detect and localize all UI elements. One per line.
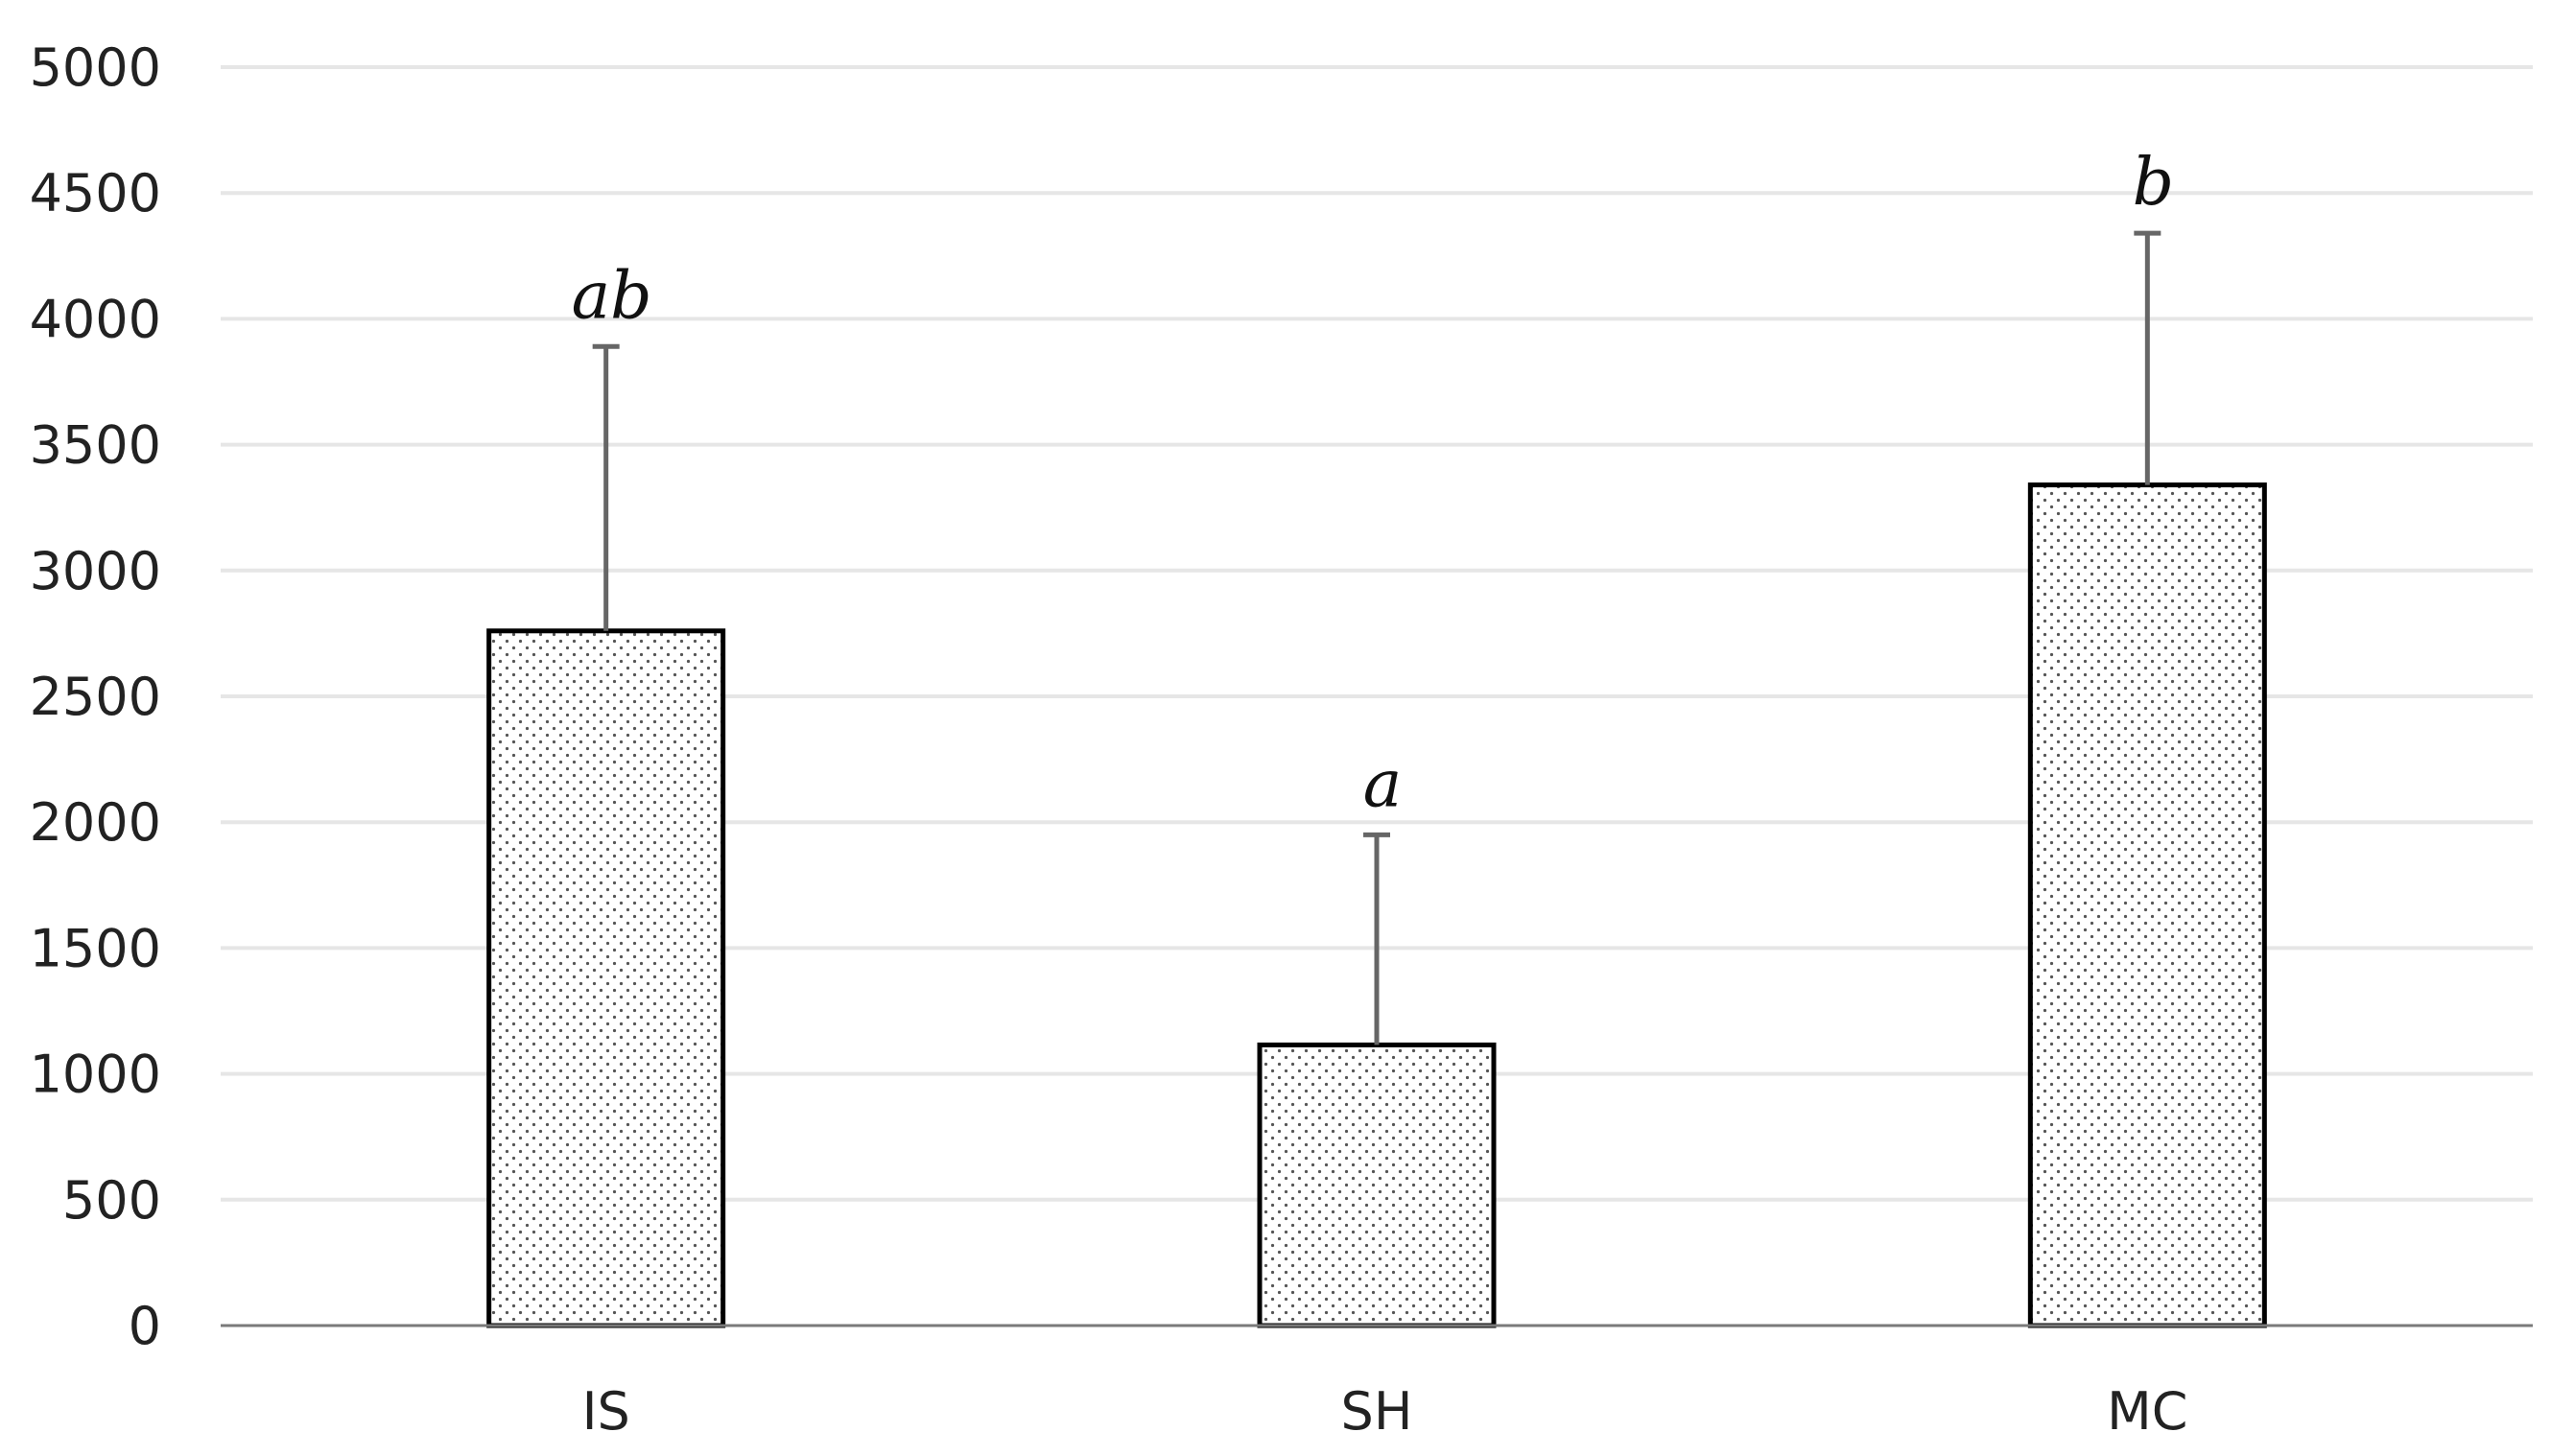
bar-sh [1257, 1042, 1497, 1328]
significance-label-is: ab [572, 258, 652, 334]
y-tick-label: 4000 [30, 289, 161, 349]
error-bars [592, 230, 2161, 1045]
y-tick-label: 2000 [30, 792, 161, 853]
x-tick-label-is: IS [582, 1381, 630, 1442]
y-tick-label: 1500 [30, 918, 161, 978]
y-tick-label: 2500 [30, 667, 161, 727]
y-tick-label: 500 [62, 1170, 161, 1231]
y-tick-label: 3000 [30, 541, 161, 601]
y-tick-label: 5000 [30, 37, 161, 98]
y-tick-label: 4500 [30, 163, 161, 223]
x-axis-category-labels: IS SH MC [582, 1381, 2188, 1442]
significance-label-sh: a [1363, 746, 1403, 822]
bar-mc [2027, 482, 2267, 1328]
bar-is [486, 628, 726, 1328]
x-tick-label-sh: SH [1341, 1381, 1413, 1442]
y-axis-tick-labels: 0 500 1000 1500 2000 2500 3000 3500 4000 4500 5000 [30, 37, 161, 1356]
x-tick-label-mc: MC [2107, 1381, 2187, 1442]
y-tick-label: 1000 [30, 1045, 161, 1105]
y-tick-label: 3500 [30, 415, 161, 476]
significance-label-mc: b [2133, 145, 2175, 221]
y-tick-label: 0 [129, 1296, 161, 1356]
